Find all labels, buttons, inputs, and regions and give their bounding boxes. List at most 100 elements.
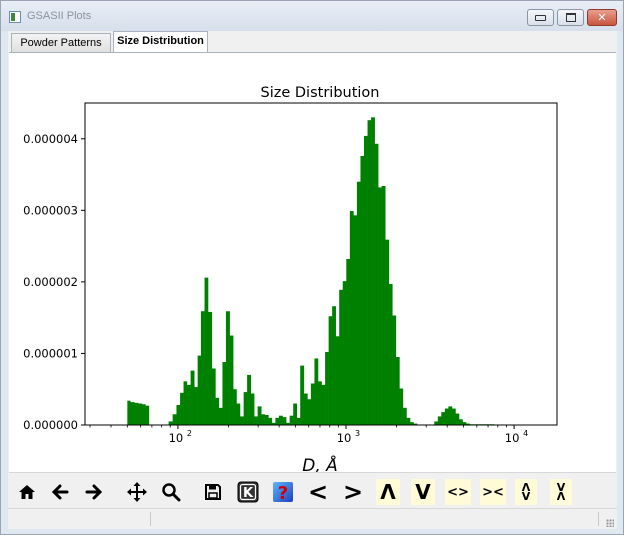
- histogram-bar: [350, 211, 354, 425]
- histogram-bar: [279, 416, 283, 425]
- expand-x-button[interactable]: <>: [445, 479, 471, 505]
- histogram-bar: [346, 259, 350, 425]
- resize-grip[interactable]: [606, 519, 614, 527]
- y-tick-label: 0.000003: [23, 203, 78, 217]
- histogram-bar: [311, 384, 315, 426]
- back-button[interactable]: [49, 479, 71, 505]
- histogram-bar: [307, 399, 311, 425]
- help-button[interactable]: ?: [271, 479, 295, 505]
- save-button[interactable]: [202, 479, 224, 505]
- forward-button[interactable]: [83, 479, 105, 505]
- histogram-bar: [353, 215, 357, 425]
- shift-up-button[interactable]: Λ: [376, 479, 400, 505]
- key-icon: K: [237, 481, 259, 503]
- histogram-bar: [134, 403, 138, 425]
- y-tick-label: 0.000002: [23, 275, 78, 289]
- x-tick-label: 10: [337, 431, 352, 445]
- histogram-bar: [378, 187, 382, 425]
- histogram-bar: [251, 394, 255, 425]
- histogram-bar: [212, 368, 216, 425]
- plot-axes-frame: [85, 103, 557, 425]
- histogram-bar: [145, 406, 149, 425]
- histogram-bar: [325, 352, 329, 425]
- home-button[interactable]: [16, 479, 38, 505]
- shift-down-button[interactable]: V: [411, 479, 435, 505]
- help-icon: ?: [272, 481, 294, 503]
- histogram-bar: [222, 362, 226, 425]
- histogram-bar: [208, 312, 212, 425]
- shift-left-icon: <: [308, 478, 328, 506]
- histogram-bar: [169, 421, 173, 425]
- shrink-x-button[interactable]: ><: [480, 479, 506, 505]
- svg-text:?: ?: [278, 483, 288, 503]
- histogram-bar: [300, 366, 304, 425]
- minimize-icon: [535, 15, 546, 21]
- histogram-bar: [314, 358, 318, 425]
- histogram-bar: [396, 357, 400, 425]
- histogram-bar: [382, 186, 386, 425]
- histogram-bar: [371, 117, 375, 425]
- histogram-bar: [184, 381, 188, 425]
- histogram-bar: [233, 389, 237, 425]
- histogram-bar: [194, 387, 198, 425]
- histogram-bar: [198, 356, 202, 425]
- histogram-bar: [215, 398, 219, 425]
- histogram-bar: [230, 336, 234, 425]
- close-icon: ✕: [588, 10, 616, 25]
- tab-size-distribution[interactable]: Size Distribution: [113, 31, 208, 53]
- close-button[interactable]: ✕: [587, 9, 617, 26]
- histogram-bar: [329, 316, 333, 425]
- x-tick-exponent: 3: [355, 429, 360, 438]
- shift-right-button[interactable]: >: [342, 479, 364, 505]
- histogram-bar: [247, 375, 251, 425]
- histogram-bar: [343, 281, 347, 425]
- histogram-bar: [130, 402, 134, 425]
- histogram-bar: [138, 404, 142, 425]
- chart-title: Size Distribution: [261, 85, 380, 101]
- x-tick-label: 10: [505, 431, 520, 445]
- x-axis-label: D, Å: [302, 454, 338, 473]
- pan-button[interactable]: [126, 479, 148, 505]
- histogram-bar: [173, 414, 177, 425]
- histogram-bar: [459, 419, 463, 425]
- histogram-bar: [385, 240, 389, 425]
- shift-left-button[interactable]: <: [307, 479, 329, 505]
- histogram-bar: [290, 416, 294, 425]
- histogram-bar: [297, 418, 301, 425]
- histogram-bar: [219, 408, 223, 425]
- histogram-bar: [254, 416, 258, 425]
- status-field-divider: [598, 512, 599, 526]
- x-tick-label: 10: [169, 431, 184, 445]
- shrink-x-icon: ><: [482, 485, 504, 500]
- client-area: Powder Patterns Size Distribution Size D…: [8, 31, 617, 528]
- x-tick-exponent: 4: [523, 429, 528, 438]
- key-button[interactable]: K: [236, 479, 260, 505]
- zoom-button[interactable]: [160, 479, 182, 505]
- status-field-divider: [150, 512, 151, 526]
- size-distribution-chart[interactable]: Size Distribution 0.000000 0.000001 0.0000…: [9, 53, 616, 473]
- histogram-bar: [275, 418, 279, 425]
- tab-powder-patterns[interactable]: Powder Patterns: [11, 33, 111, 52]
- y-tick-label: 0.000001: [23, 346, 78, 360]
- histogram-bar: [339, 290, 343, 425]
- pan-icon: [126, 481, 148, 503]
- histogram-bar: [127, 401, 130, 425]
- title-bar[interactable]: GSASII Plots ✕: [1, 1, 623, 31]
- minimize-button[interactable]: [527, 9, 554, 26]
- status-bar: [8, 508, 617, 529]
- maximize-button[interactable]: [557, 9, 584, 26]
- forward-arrow-icon: [84, 482, 104, 502]
- y-tick-label: 0.000004: [23, 132, 78, 146]
- histogram-bar: [455, 414, 459, 425]
- plot-canvas-panel[interactable]: Size Distribution 0.000000 0.000001 0.0000…: [9, 52, 616, 473]
- histogram-bar: [293, 404, 297, 425]
- histogram-bar: [191, 371, 195, 425]
- histogram-bar: [268, 418, 272, 425]
- histogram-bar: [258, 406, 262, 425]
- histogram-bar: [399, 389, 403, 425]
